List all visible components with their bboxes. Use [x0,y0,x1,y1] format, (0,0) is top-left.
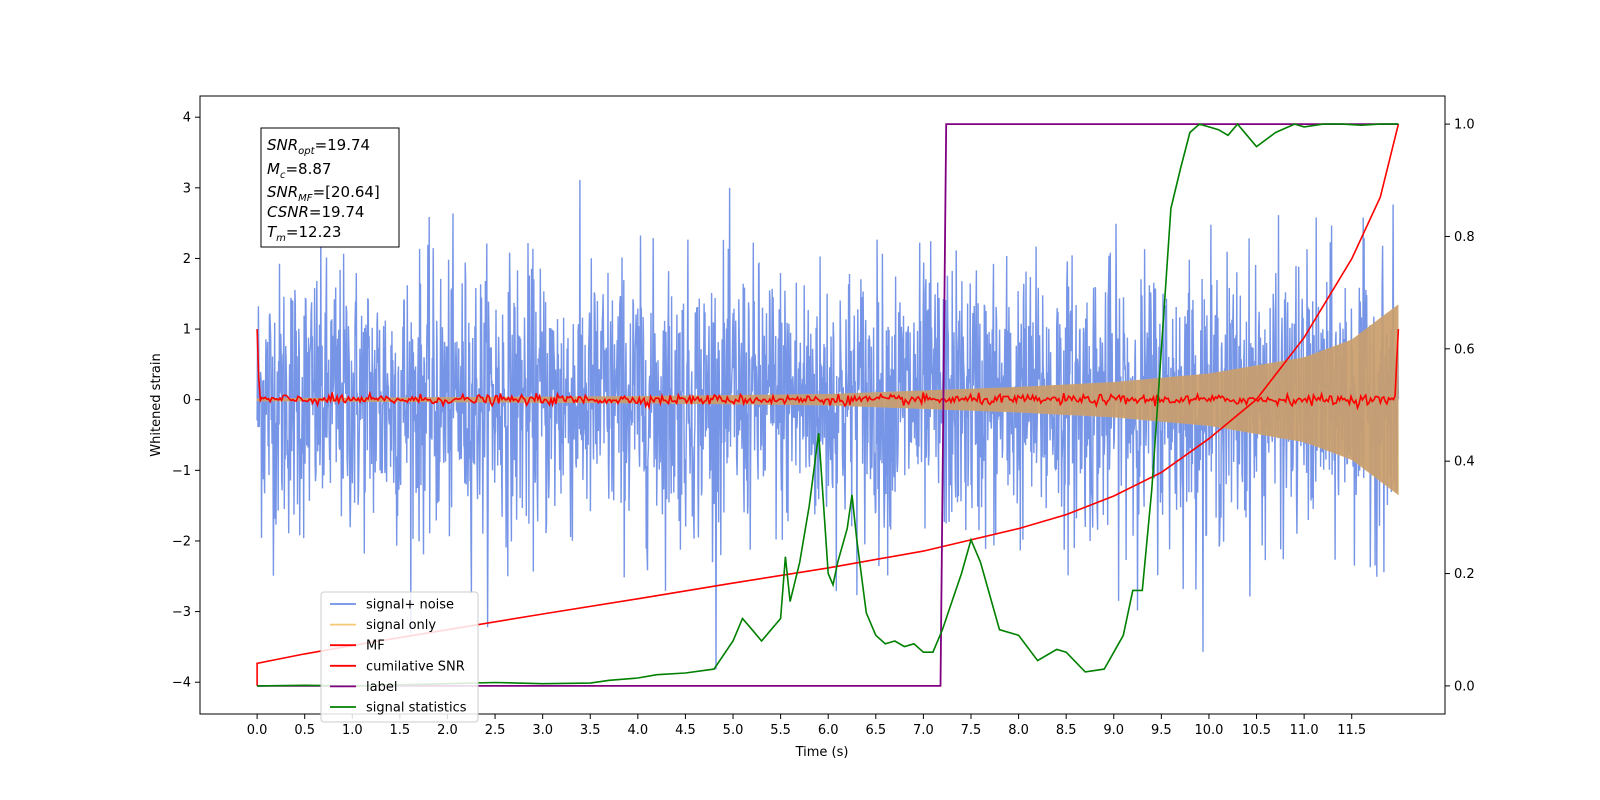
legend-entry: signal statistics [366,701,467,716]
x-tick-label: 7.0 [913,723,934,738]
y-axis-right: 1.0 0.8 0.6 0.4 0.2 0.0 [1445,118,1475,694]
x-tick-label: 1.0 [342,723,363,738]
y-right-tick-label: 0.4 [1454,455,1475,470]
x-tick-label: 4.0 [628,723,649,738]
x-axis-label: Time (s) [795,745,849,760]
y-axis-left: 4 3 2 1 0 −1 −2 −3 −4 [172,111,200,691]
y-right-tick-label: 1.0 [1454,118,1475,133]
y-left-tick-label: 2 [183,252,191,267]
legend-entry: MF [366,639,385,654]
x-tick-label: 2.0 [437,723,458,738]
y-left-tick-label: −4 [172,676,191,691]
x-tick-label: 5.5 [770,723,791,738]
x-tick-label: 10.0 [1194,723,1223,738]
legend-entry: signal only [366,618,436,633]
x-tick-label: 10.5 [1242,723,1271,738]
x-tick-label: 3.0 [532,723,553,738]
x-tick-label: 8.5 [1056,723,1077,738]
series-layer [256,122,1400,687]
y-left-tick-label: 3 [183,181,191,196]
x-tick-label: 1.5 [390,723,411,738]
x-axis: 0.0 0.5 1.0 1.5 2.0 2.5 3.0 3.5 4.0 4.5 5.0 5.5 6.0 6… [247,714,1366,738]
y-right-tick-label: 0.2 [1454,567,1475,582]
annotation-tm: Tm=12.23 [267,223,341,244]
y-right-tick-label: 0.8 [1454,230,1475,245]
x-tick-label: 9.5 [1151,723,1172,738]
x-tick-label: 5.0 [723,723,744,738]
series-mf [256,329,1400,411]
series-signal-statistics [257,122,1399,687]
legend-entry: signal+ noise [366,598,454,613]
x-tick-label: 6.0 [818,723,839,738]
y-left-tick-label: −2 [172,534,191,549]
x-tick-label: 2.5 [485,723,506,738]
x-tick-label: 9.0 [1103,723,1124,738]
annotation-snr-mf: SNRMF=[20.64] [267,183,380,204]
y-left-tick-label: 0 [183,393,191,408]
plot-frame [199,95,1446,715]
series-label [257,123,1399,687]
x-tick-label: 11.5 [1337,723,1366,738]
x-tick-label: 0.0 [247,723,268,738]
legend: signal+ noise signal only MF cumilative SNR… [320,591,479,723]
x-tick-label: 6.5 [865,723,886,738]
x-tick-label: 3.5 [580,723,601,738]
x-tick-label: 8.0 [1008,723,1029,738]
annotation-mc: Mc=8.87 [267,160,331,181]
y-left-tick-label: −3 [172,605,191,620]
y-right-tick-label: 0.6 [1454,342,1475,357]
annotation-csnr: CSNR=19.74 [267,203,364,221]
x-tick-label: 7.5 [961,723,982,738]
y-left-tick-label: 1 [183,323,191,338]
annotation-box: SNRopt=19.74 Mc=8.87 SNRMF=[20.64] CSNR=… [260,127,400,248]
x-tick-label: 4.5 [675,723,696,738]
y-left-tick-label: 4 [183,111,191,126]
legend-entry: label [366,680,397,695]
y-axis-label: Whitened strain [149,353,164,456]
x-tick-label: 11.0 [1290,723,1319,738]
y-right-tick-label: 0.0 [1454,679,1475,694]
annotation-snr-opt: SNRopt=19.74 [267,136,370,157]
legend-entry: cumilative SNR [366,659,465,674]
y-left-tick-label: −1 [172,464,191,479]
x-tick-label: 0.5 [294,723,315,738]
